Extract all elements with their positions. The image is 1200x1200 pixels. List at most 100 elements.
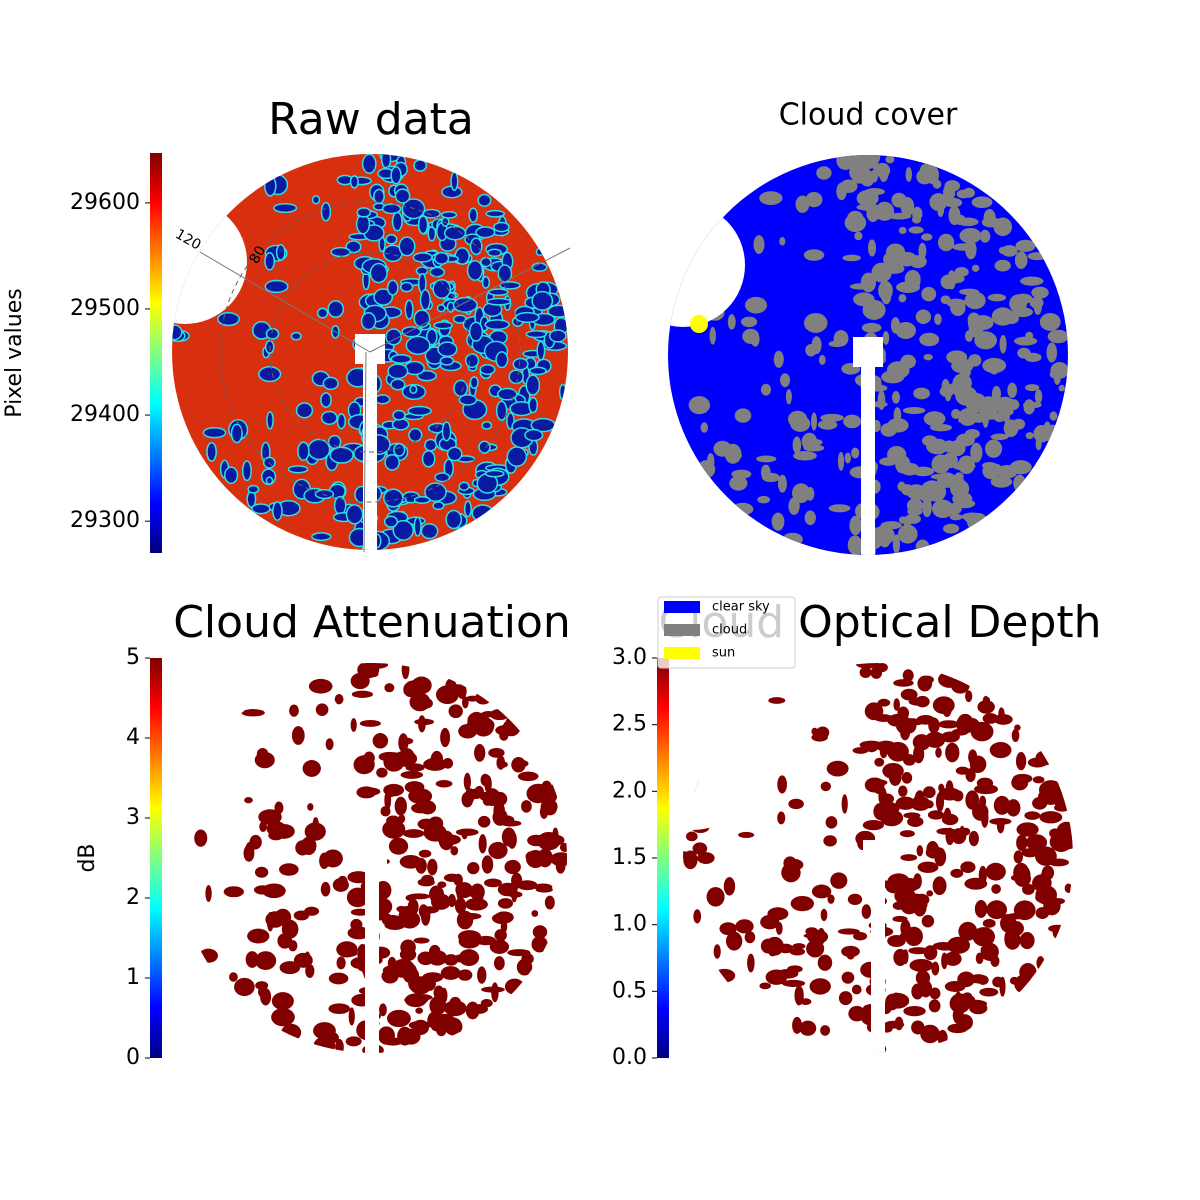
image-blob: [313, 1022, 336, 1040]
image-blob: [311, 532, 332, 542]
image-blob: [1007, 382, 1018, 398]
image-blob: [458, 481, 470, 491]
image-blob: [915, 539, 930, 554]
image-blob: [887, 212, 912, 220]
image-blob: [466, 259, 484, 281]
image-blob: [929, 987, 941, 1000]
image-blob: [381, 915, 404, 927]
image-blob: [441, 421, 452, 442]
image-blob: [481, 986, 505, 993]
image-blob: [373, 288, 394, 306]
image-blob: [895, 321, 917, 340]
image-blob: [1046, 342, 1058, 363]
image-blob: [809, 978, 831, 995]
image-blob: [468, 321, 484, 342]
image-blob: [926, 840, 939, 859]
image-blob: [805, 191, 823, 208]
image-blob: [916, 168, 934, 185]
image-blob: [429, 885, 445, 903]
image-blob: [465, 695, 480, 702]
image-blob: [497, 882, 518, 897]
image-blob: [533, 883, 553, 891]
image-blob: [413, 937, 430, 944]
image-blob: [436, 304, 446, 313]
image-blob: [475, 226, 496, 239]
image-blob: [535, 247, 544, 257]
image-blob: [1014, 307, 1033, 315]
image-blob: [939, 475, 948, 487]
image-blob: [706, 886, 725, 907]
tick-label: 5: [126, 645, 140, 670]
image-blob: [841, 794, 848, 814]
image-blob: [532, 925, 548, 939]
image-blob: [941, 952, 948, 970]
image-blob: [205, 885, 212, 902]
image-blob: [432, 278, 452, 299]
image-blob: [957, 971, 975, 988]
image-blob: [760, 383, 772, 396]
image-blob: [843, 414, 862, 429]
image-blob: [980, 808, 989, 828]
image-blob: [917, 861, 939, 873]
image-blob: [951, 408, 961, 419]
image-blob: [781, 862, 801, 883]
image-blob: [977, 700, 995, 714]
image-blob: [1016, 834, 1028, 852]
image-blob: [921, 914, 935, 928]
image-blob: [223, 886, 244, 898]
image-blob: [1013, 850, 1024, 864]
image-blob: [251, 503, 271, 515]
image-blob: [852, 747, 869, 754]
image-blob: [481, 855, 494, 874]
image-blob: [458, 394, 478, 406]
image-blob: [478, 834, 487, 854]
image-blob: [879, 744, 888, 759]
legend-swatch: [664, 624, 700, 636]
image-blob: [272, 501, 283, 521]
image-blob: [792, 1016, 803, 1034]
mask-center: [853, 337, 883, 367]
image-blob: [258, 365, 282, 383]
image-blob: [409, 692, 431, 712]
image-blob: [805, 927, 819, 936]
image-blob: [541, 780, 552, 795]
image-blob: [247, 484, 260, 494]
image-blob: [494, 911, 514, 924]
image-blob: [525, 374, 541, 396]
image-blob: [878, 280, 893, 301]
image-blob: [418, 715, 426, 733]
image-blob: [229, 972, 238, 982]
image-blob: [817, 954, 833, 971]
image-blob: [442, 757, 454, 769]
image-blob: [241, 460, 252, 482]
image-blob: [810, 412, 818, 431]
image-blob: [274, 801, 284, 815]
image-blob: [398, 814, 406, 824]
image-blob: [792, 483, 811, 503]
image-blob: [464, 353, 480, 369]
image-blob: [380, 154, 392, 169]
polar-label: 80: [247, 243, 270, 266]
image-blob: [446, 446, 463, 462]
image-blob: [864, 702, 884, 721]
image-blob: [970, 442, 983, 463]
image-blob: [768, 697, 786, 704]
image-blob: [923, 945, 938, 961]
image-blob: [937, 233, 955, 252]
image-blob: [390, 354, 412, 364]
image-blob: [971, 196, 993, 209]
image-blob: [896, 251, 918, 267]
image-blob: [964, 291, 986, 310]
image-blob: [484, 775, 492, 793]
image-blob: [1052, 925, 1063, 939]
image-blob: [360, 787, 381, 796]
image-blob: [405, 335, 431, 355]
image-blob: [900, 196, 915, 217]
tick-label: 4: [126, 725, 140, 750]
image-blob: [865, 741, 879, 753]
image-blob: [1027, 757, 1048, 768]
image-blob: [496, 755, 506, 770]
image-blob: [422, 972, 444, 983]
image-blob: [489, 709, 510, 721]
image-blob: [976, 930, 985, 939]
